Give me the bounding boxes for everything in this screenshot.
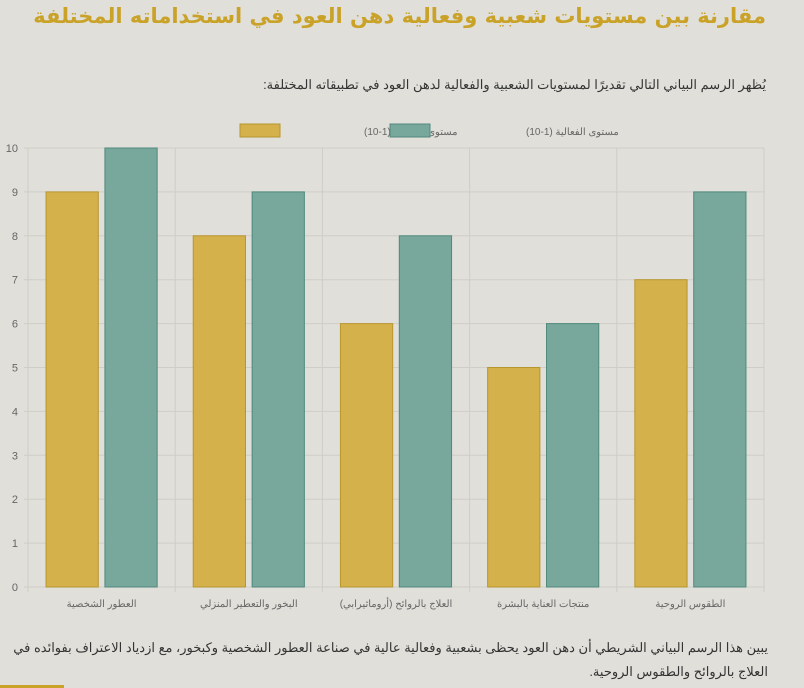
- legend-label: مستوى الفعالية (1-10): [526, 127, 619, 138]
- legend-swatch: [239, 123, 281, 138]
- bar-popularity: [634, 279, 688, 588]
- bar-chart: 0 1 2 3 4 5 6 7 8 9 10 العطور الشخصية البخور والتعطي…: [6, 123, 765, 610]
- y-tick-label: 4: [12, 406, 18, 418]
- bar-effectiveness: [693, 191, 747, 588]
- summary-text: يبين هذا الرسم البياني الشريطي أن دهن ال…: [13, 640, 768, 679]
- x-tick-label: الطقوس الروحية: [655, 599, 725, 610]
- bar-effectiveness: [398, 235, 453, 588]
- y-tick-label: 3: [12, 450, 18, 462]
- x-tick-label: البخور والتعطير المنزلي: [200, 599, 298, 610]
- bar-popularity: [192, 235, 246, 588]
- bar-effectiveness: [546, 323, 600, 588]
- y-tick-label: 1: [12, 538, 18, 550]
- x-tick-label: العطور الشخصية: [67, 599, 137, 610]
- legend-swatch: [389, 123, 431, 138]
- y-tick-label: 7: [12, 275, 18, 287]
- bar-popularity: [487, 367, 541, 588]
- bar-effectiveness: [104, 147, 158, 588]
- bar-popularity: [45, 191, 99, 588]
- bar-effectiveness: [251, 191, 305, 588]
- x-tick-label: العلاج بالروائح (أروماثيرابي): [340, 597, 453, 610]
- y-tick-label: 10: [6, 143, 18, 155]
- y-tick-label: 2: [12, 494, 18, 506]
- bar-popularity: [339, 323, 394, 588]
- y-tick-label: 8: [12, 231, 18, 243]
- y-tick-label: 6: [12, 319, 18, 331]
- x-tick-label: منتجات العناية بالبشرة: [497, 599, 589, 610]
- intro-text: يُظهر الرسم البياني التالي تقديرًا لمستو…: [263, 77, 766, 92]
- y-tick-label: 0: [12, 582, 18, 594]
- y-tick-label: 5: [12, 363, 18, 375]
- page-title: مقارنة بين مستويات شعبية وفعالية دهن الع…: [33, 4, 766, 28]
- accent-bar: [0, 685, 64, 688]
- y-tick-label: 9: [12, 187, 18, 199]
